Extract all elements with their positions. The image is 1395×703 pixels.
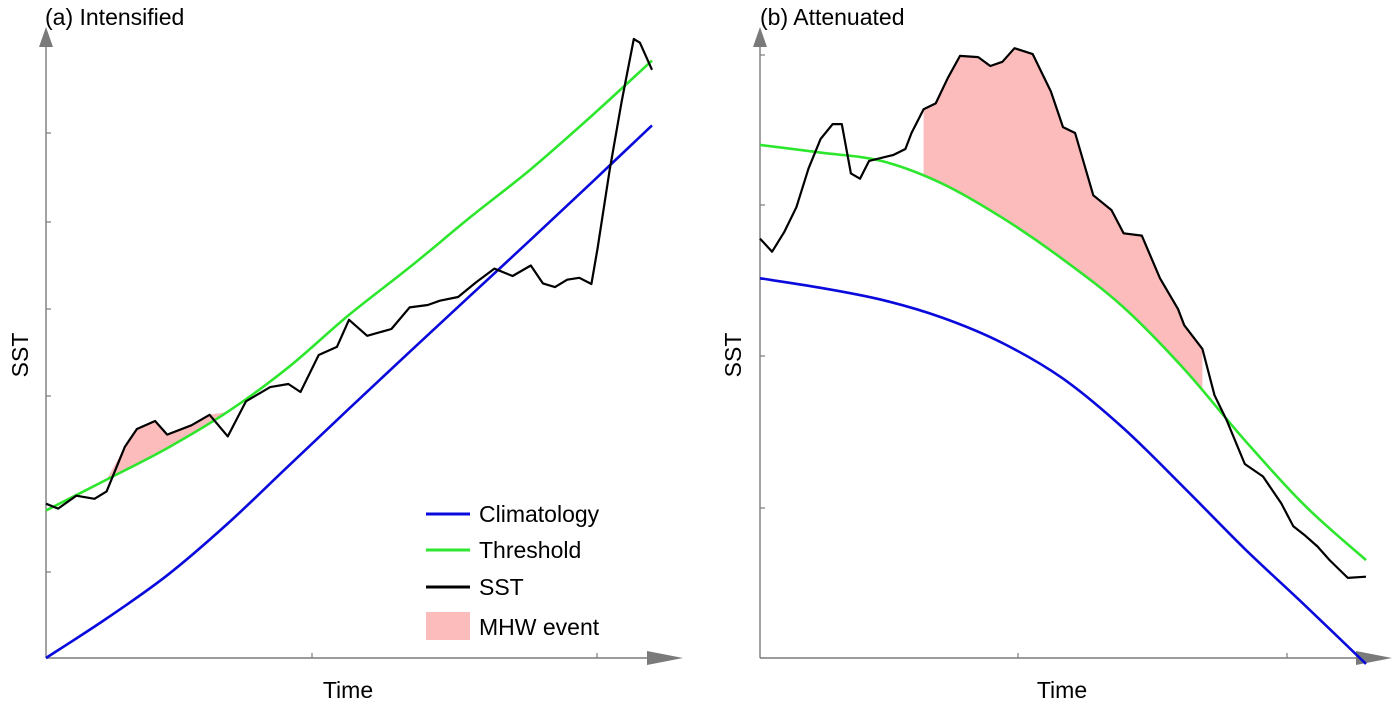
mhw-event-area xyxy=(923,48,1203,391)
climatology-line xyxy=(45,124,653,660)
panel-intensified: (a) Intensified Time SST Climatology Thr… xyxy=(7,4,683,703)
axes xyxy=(753,27,1392,665)
sst-line xyxy=(759,47,1367,579)
legend-mhw-label: MHW event xyxy=(479,614,600,640)
y-axis-label: SST xyxy=(720,333,746,378)
series-lines xyxy=(759,47,1367,665)
mhw-event-fills xyxy=(94,198,495,486)
series-lines xyxy=(45,37,654,660)
x-axis-arrow xyxy=(647,651,683,665)
y-axis-label: SST xyxy=(7,333,33,378)
chart-title: (b) Attenuated xyxy=(760,4,905,30)
legend-mhw-swatch xyxy=(426,612,470,640)
y-axis-arrow xyxy=(753,27,767,47)
legend-sst-label: SST xyxy=(479,574,524,600)
legend-climatology-label: Climatology xyxy=(479,501,600,527)
x-axis-label: Time xyxy=(323,677,373,703)
axes xyxy=(39,27,683,665)
chart-title: (a) Intensified xyxy=(45,4,184,30)
mhw-event-area xyxy=(94,411,228,486)
climatology-line xyxy=(759,277,1367,665)
y-axis-arrow xyxy=(39,27,53,47)
threshold-line xyxy=(759,143,1367,562)
x-axis-label: Time xyxy=(1037,677,1087,703)
sst-line xyxy=(45,37,654,510)
threshold-line xyxy=(45,59,653,512)
panel-attenuated: (b) Attenuated Time SST xyxy=(720,4,1392,703)
mhw-event-fills xyxy=(923,48,1203,391)
legend: Climatology Threshold SST MHW event xyxy=(426,501,600,640)
legend-threshold-label: Threshold xyxy=(479,537,581,563)
